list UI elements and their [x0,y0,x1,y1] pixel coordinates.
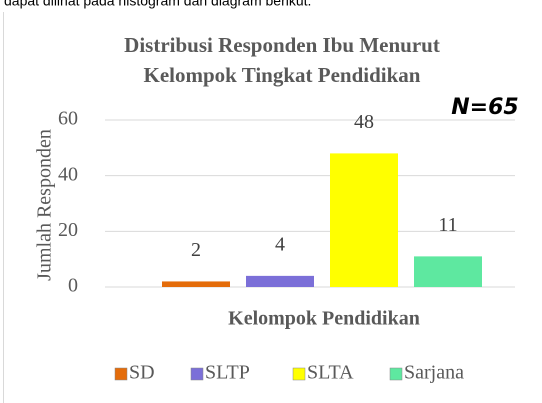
legend-swatch [292,367,306,381]
value-label: 2 [191,239,201,261]
value-label: 48 [354,111,374,133]
y-axis-label: Jumlah Responden [34,129,56,281]
legend-label: Sarjana [404,362,464,384]
x-axis-label: Kelompok Pendidikan [228,308,420,330]
legend-swatch [114,367,128,381]
bar [330,153,398,287]
value-label: 11 [438,214,457,236]
y-tick-label: 60 [58,108,78,130]
annotation: N=65 [451,95,518,120]
value-label: 4 [275,233,285,255]
chart-title: Distribusi Responden Ibu Menurut [124,33,440,57]
chart-title: Kelompok Tingkat Pendidikan [144,63,421,87]
y-tick-label: 0 [68,275,78,297]
context-text: dapat dilihat pada histogram dan diagram… [4,0,311,9]
legend-swatch [389,367,403,381]
legend-label: SLTP [205,362,250,384]
legend-swatch [190,367,204,381]
bar [414,256,482,287]
y-tick-label: 20 [58,219,78,241]
bar [246,275,314,287]
legend-label: SD [129,362,155,384]
bar [162,281,230,287]
y-tick-label: 40 [58,163,78,185]
legend-label: SLTA [307,362,354,384]
